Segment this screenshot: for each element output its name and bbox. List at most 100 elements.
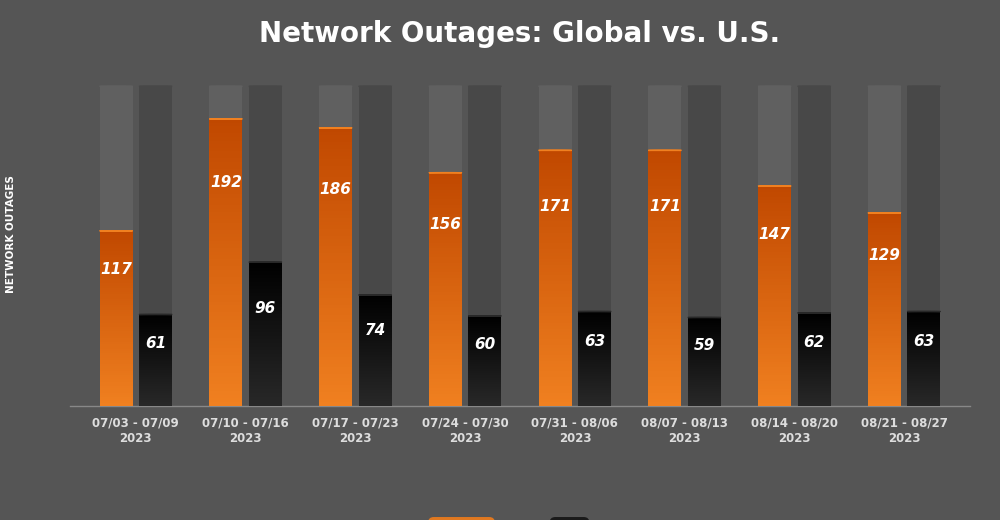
Bar — [100, 331, 133, 334]
Bar — [578, 348, 611, 349]
Bar — [688, 334, 721, 335]
Bar — [429, 185, 462, 187]
Bar — [319, 260, 352, 263]
Bar — [319, 132, 352, 135]
Bar — [539, 268, 572, 271]
Bar — [868, 398, 901, 401]
Bar — [688, 377, 721, 378]
Bar — [319, 222, 352, 225]
Bar — [648, 339, 681, 342]
Bar — [100, 397, 133, 399]
Bar — [359, 295, 392, 296]
Bar — [648, 205, 681, 208]
Bar — [429, 327, 462, 330]
Bar — [798, 405, 831, 406]
Bar — [139, 360, 172, 361]
Bar — [758, 236, 791, 238]
Bar — [798, 327, 831, 328]
Bar — [578, 343, 611, 344]
Bar — [139, 400, 172, 401]
Bar — [758, 323, 791, 326]
Bar — [539, 237, 572, 240]
Bar — [758, 86, 791, 406]
Bar — [319, 218, 352, 222]
Bar — [578, 391, 611, 392]
Bar — [539, 367, 572, 371]
Bar — [429, 316, 462, 318]
Bar — [139, 318, 172, 319]
Bar — [100, 290, 133, 292]
Bar — [907, 334, 940, 335]
Bar — [429, 199, 462, 202]
Bar — [907, 319, 940, 320]
Bar — [798, 355, 831, 356]
Bar — [688, 373, 721, 374]
Bar — [578, 398, 611, 400]
Bar — [907, 380, 940, 381]
Bar — [209, 377, 242, 381]
Bar — [539, 179, 572, 183]
Bar — [429, 318, 462, 321]
Bar — [100, 358, 133, 360]
Bar — [868, 360, 901, 362]
Bar — [359, 380, 392, 381]
Bar — [539, 205, 572, 208]
Bar — [578, 380, 611, 381]
Bar — [249, 266, 282, 268]
Bar — [907, 320, 940, 321]
Bar — [539, 329, 572, 332]
Bar — [100, 334, 133, 336]
Bar — [798, 380, 831, 381]
Bar — [359, 397, 392, 399]
Bar — [758, 227, 791, 230]
Bar — [758, 354, 791, 356]
Bar — [100, 320, 133, 323]
Bar — [907, 344, 940, 346]
Bar — [539, 192, 572, 195]
Bar — [688, 340, 721, 341]
Bar — [100, 303, 133, 305]
Bar — [319, 152, 352, 156]
Bar — [648, 383, 681, 386]
Bar — [319, 395, 352, 399]
Bar — [468, 357, 501, 359]
Bar — [249, 361, 282, 362]
Bar — [209, 370, 242, 373]
Bar — [359, 345, 392, 346]
Bar — [429, 86, 462, 406]
Bar — [209, 327, 242, 330]
Bar — [539, 214, 572, 217]
Bar — [648, 345, 681, 348]
Bar — [758, 329, 791, 332]
Bar — [758, 365, 791, 367]
Bar — [359, 313, 392, 315]
Bar — [468, 356, 501, 357]
Bar — [758, 194, 791, 197]
Bar — [319, 149, 352, 152]
Bar — [868, 336, 901, 338]
Bar — [578, 344, 611, 346]
Bar — [578, 350, 611, 352]
Bar — [209, 223, 242, 227]
Bar — [319, 156, 352, 159]
Bar — [319, 166, 352, 170]
Bar — [539, 297, 572, 301]
Bar — [758, 343, 791, 345]
Bar — [868, 312, 901, 314]
Bar — [319, 385, 352, 388]
Bar — [688, 362, 721, 364]
Bar — [688, 337, 721, 339]
Bar — [139, 378, 172, 380]
Bar — [359, 360, 392, 361]
Bar — [359, 336, 392, 338]
Bar — [798, 389, 831, 391]
Bar — [539, 326, 572, 329]
Bar — [907, 341, 940, 342]
Bar — [100, 349, 133, 351]
Bar — [468, 367, 501, 368]
Bar — [648, 278, 681, 281]
Bar — [139, 383, 172, 384]
Bar — [249, 300, 282, 302]
Bar — [578, 334, 611, 335]
Bar — [578, 346, 611, 347]
